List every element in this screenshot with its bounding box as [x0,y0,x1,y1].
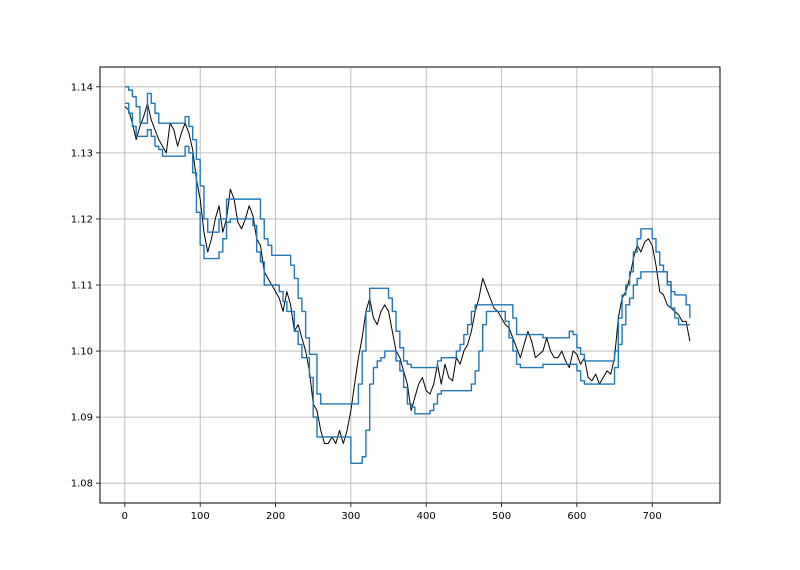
tick-layer: 0 100 200 300 400 500 600 700 1.08 1.09 1.10 1.11 1.… [71,82,662,522]
x-tick-label: 200 [266,511,285,522]
x-tick-label: 700 [643,511,662,522]
x-tick-label: 100 [191,511,210,522]
upper-channel-line [124,86,691,405]
y-tick-label: 1.12 [71,214,93,225]
y-tick-label: 1.09 [71,413,93,424]
y-tick-label: 1.08 [71,479,93,490]
x-tick-label: 0 [122,511,128,522]
y-tick-label: 1.10 [71,347,93,358]
x-tick-label: 400 [417,511,436,522]
grid-layer [100,67,720,503]
price-line [124,102,691,445]
y-tick-label: 1.14 [71,82,93,93]
x-tick-label: 300 [341,511,360,522]
y-tick-label: 1.13 [71,148,93,159]
lower-channel-line [124,102,690,465]
y-tick-label: 1.11 [71,281,93,292]
x-tick-label: 500 [492,511,511,522]
series-layer [124,86,691,465]
x-tick-label: 600 [567,511,586,522]
